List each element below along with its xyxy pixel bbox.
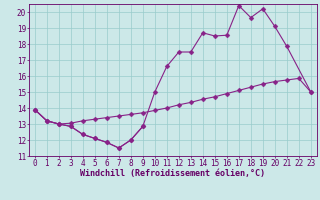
X-axis label: Windchill (Refroidissement éolien,°C): Windchill (Refroidissement éolien,°C) [80,169,265,178]
